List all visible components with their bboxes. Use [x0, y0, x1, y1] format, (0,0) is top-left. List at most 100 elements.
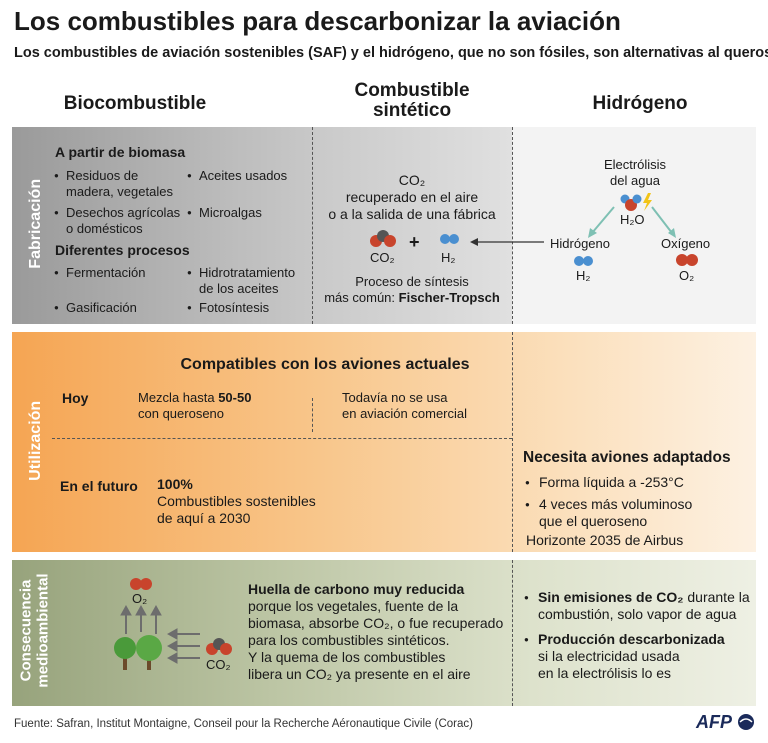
env-line4: Y la quema de los combustibles [248, 649, 446, 666]
use-compatibles: Compatibles con los aviones actuales [180, 356, 470, 373]
syn-source-line2: o a la salida de una fábrica [328, 206, 496, 223]
use-syn-today: Todavía no se usa en aviación comercial [342, 390, 467, 422]
env-hyd1-line1: Sin emisiones de CO₂ durante la [538, 589, 756, 606]
bio-heading-biomasa: A partir de biomasa [55, 144, 186, 160]
co2-molecule-icon [370, 230, 396, 247]
use-horizon: Horizonte 2035 de Airbus [526, 532, 684, 548]
env-hyd1-line2: combustión, solo vapor de agua [538, 606, 737, 623]
use-hyd-item-volume-line1: 4 veces más voluminoso [539, 496, 693, 512]
env-o2-molecule-icon [130, 578, 152, 590]
section-label-fabricacion: Fabricación [27, 178, 45, 269]
syn-process: Proceso de síntesis más común: Fischer-T… [312, 274, 512, 306]
source-footer: Fuente: Safran, Institut Montaigne, Cons… [14, 718, 473, 730]
o2-product-icon [676, 254, 698, 266]
env-bio-syn-text: Huella de carbono muy reducida porque lo… [248, 581, 518, 683]
h2-product-icon [574, 256, 593, 266]
divider-hoy [312, 398, 313, 432]
env-line2: biomasa, absorbe CO₂, o fue recuperado [248, 615, 504, 632]
env-hyd-no-emissions: Sin emisiones de CO₂ durante la combusti… [524, 589, 756, 623]
syn-process-prefix: más común: [324, 289, 399, 305]
bio-item-hidrotratamiento: Hidrotratamiento de los aceites [187, 265, 305, 297]
env-co2-molecule-icon [206, 638, 232, 655]
hyd-water-label: H₂O [620, 212, 645, 227]
page-title: Los combustibles para descarbonizar la a… [14, 6, 621, 36]
h2-transfer-arrow-icon [470, 238, 544, 246]
syn-process-fischer: Fischer-Tropsch [398, 289, 500, 305]
hyd-hydrogen-label: Hidrógeno [550, 236, 610, 251]
use-hyd-item-volume: 4 veces más voluminoso que el queroseno [525, 496, 745, 530]
hyd-electrolisis-line1: Electrólisis [603, 157, 667, 172]
afp-logo: AFP [696, 712, 756, 733]
use-needs-adapted: Necesita aviones adaptados [523, 449, 731, 466]
env-heading: Huella de carbono muy reducida [248, 581, 465, 597]
use-future-line1: Combustibles sostenibles [157, 493, 316, 510]
column-header-biocombustible: Biocombustible [63, 93, 207, 114]
syn-plus: + [409, 232, 420, 252]
section-label-utilizacion: Utilización [27, 400, 45, 481]
env-hyd2-line3: en la electrólisis lo es [538, 665, 672, 682]
syn-process-line1: Proceso de síntesis [355, 274, 469, 289]
use-future: 100% Combustibles sostenibles de aquí a … [157, 476, 316, 527]
syn-process-line2: más común: Fischer-Tropsch [312, 290, 512, 306]
electrolysis-split-arrows-icon [588, 206, 676, 238]
use-future-pct: 100% [157, 476, 193, 492]
syn-source-line1: recuperado en el aire [345, 189, 479, 206]
syn-mol-h2-label: H₂ [441, 250, 456, 265]
hyd-h2-label: H₂ [576, 268, 591, 283]
h2-molecule-icon [440, 234, 459, 244]
divider-col2-env [512, 560, 513, 706]
hyd-electrolisis: Electrólisis del agua [590, 157, 680, 189]
bio-item-residuos: Residuos de madera, vegetales [54, 168, 182, 200]
use-future-line2: de aquí a 2030 [157, 510, 251, 527]
divider-col1 [312, 127, 313, 324]
bio-item-fermentacion: Fermentación [54, 265, 182, 281]
syn-co2-label: CO₂ [398, 172, 426, 188]
use-mix-line2: con queroseno [138, 405, 225, 421]
env-hyd2-bold: Producción descarbonizada [538, 631, 725, 647]
env-o2-label: O₂ [132, 591, 148, 606]
env-line3: para los combustibles sintéticos. [248, 632, 450, 649]
env-line1: porque los vegetales, fuente de la [248, 598, 459, 615]
use-hyd-item-volume-line2: que el queroseno [539, 513, 648, 530]
section-label-consecuencia-line1: Consecuencia [17, 579, 35, 682]
env-line5: libera un CO₂ ya presente en el aire [248, 666, 471, 683]
use-hoy-label: Hoy [62, 390, 89, 406]
bio-item-gasificacion: Gasificación [54, 300, 182, 316]
bio-item-fotosintesis: Fotosíntesis [187, 300, 305, 316]
section-label-consecuencia-line2: medioambiental [34, 573, 51, 688]
column-header-hidrogeno: Hidrógeno [592, 93, 688, 114]
afp-logo-text: AFP [696, 712, 732, 732]
use-mix-prefix: Mezcla hasta [138, 390, 219, 405]
use-mix-ratio: 50-50 [218, 390, 252, 405]
use-future-label: En el futuro [60, 478, 138, 494]
column-header-sintetico-line2: sintético [372, 99, 452, 121]
band-fabricacion-sintetico [312, 127, 512, 324]
hyd-oxygen-label: Oxígeno [661, 236, 711, 251]
bio-item-microalgas: Microalgas [187, 205, 297, 221]
bio-item-desechos: Desechos agrícolas o domésticos [54, 205, 182, 237]
env-hyd1-bold: Sin emisiones de CO₂ [538, 589, 684, 605]
hyd-electrolisis-line2: del agua [610, 172, 660, 188]
column-header-sintetico-line1: Combustible [354, 80, 470, 101]
trees-photosynthesis-icon [114, 604, 200, 670]
divider-col2-use [512, 332, 513, 552]
use-mix: Mezcla hasta 50-50 con queroseno [138, 390, 251, 422]
hyd-o2-label: O₂ [679, 268, 695, 283]
env-hyd2-line2: si la electricidad usada [538, 648, 680, 665]
divider-col2-fab [512, 127, 513, 324]
h2o-molecule-icon [620, 193, 652, 211]
use-syn-today-line1: Todavía no se usa [342, 390, 448, 405]
env-hyd1-rest: durante la [683, 589, 750, 605]
band-fabricacion-hidrogeno [512, 127, 756, 324]
bio-item-aceites: Aceites usados [187, 168, 297, 184]
syn-source: CO₂ recuperado en el aire o a la salida … [312, 172, 512, 223]
env-co2-label: CO₂ [206, 657, 231, 672]
use-mix-line1: Mezcla hasta 50-50 [138, 390, 251, 406]
bio-heading-procesos: Diferentes procesos [55, 242, 190, 258]
divider-hoy-futuro [52, 438, 512, 439]
env-hyd-decarbonized: Producción descarbonizada si la electric… [524, 631, 756, 682]
column-header-sintetico: Combustible sintético [312, 81, 512, 121]
afp-logo-mark-icon [738, 714, 755, 730]
syn-mol-co2-label: CO₂ [370, 250, 395, 265]
use-hyd-item-liquid: Forma líquida a -253°C [525, 474, 745, 491]
